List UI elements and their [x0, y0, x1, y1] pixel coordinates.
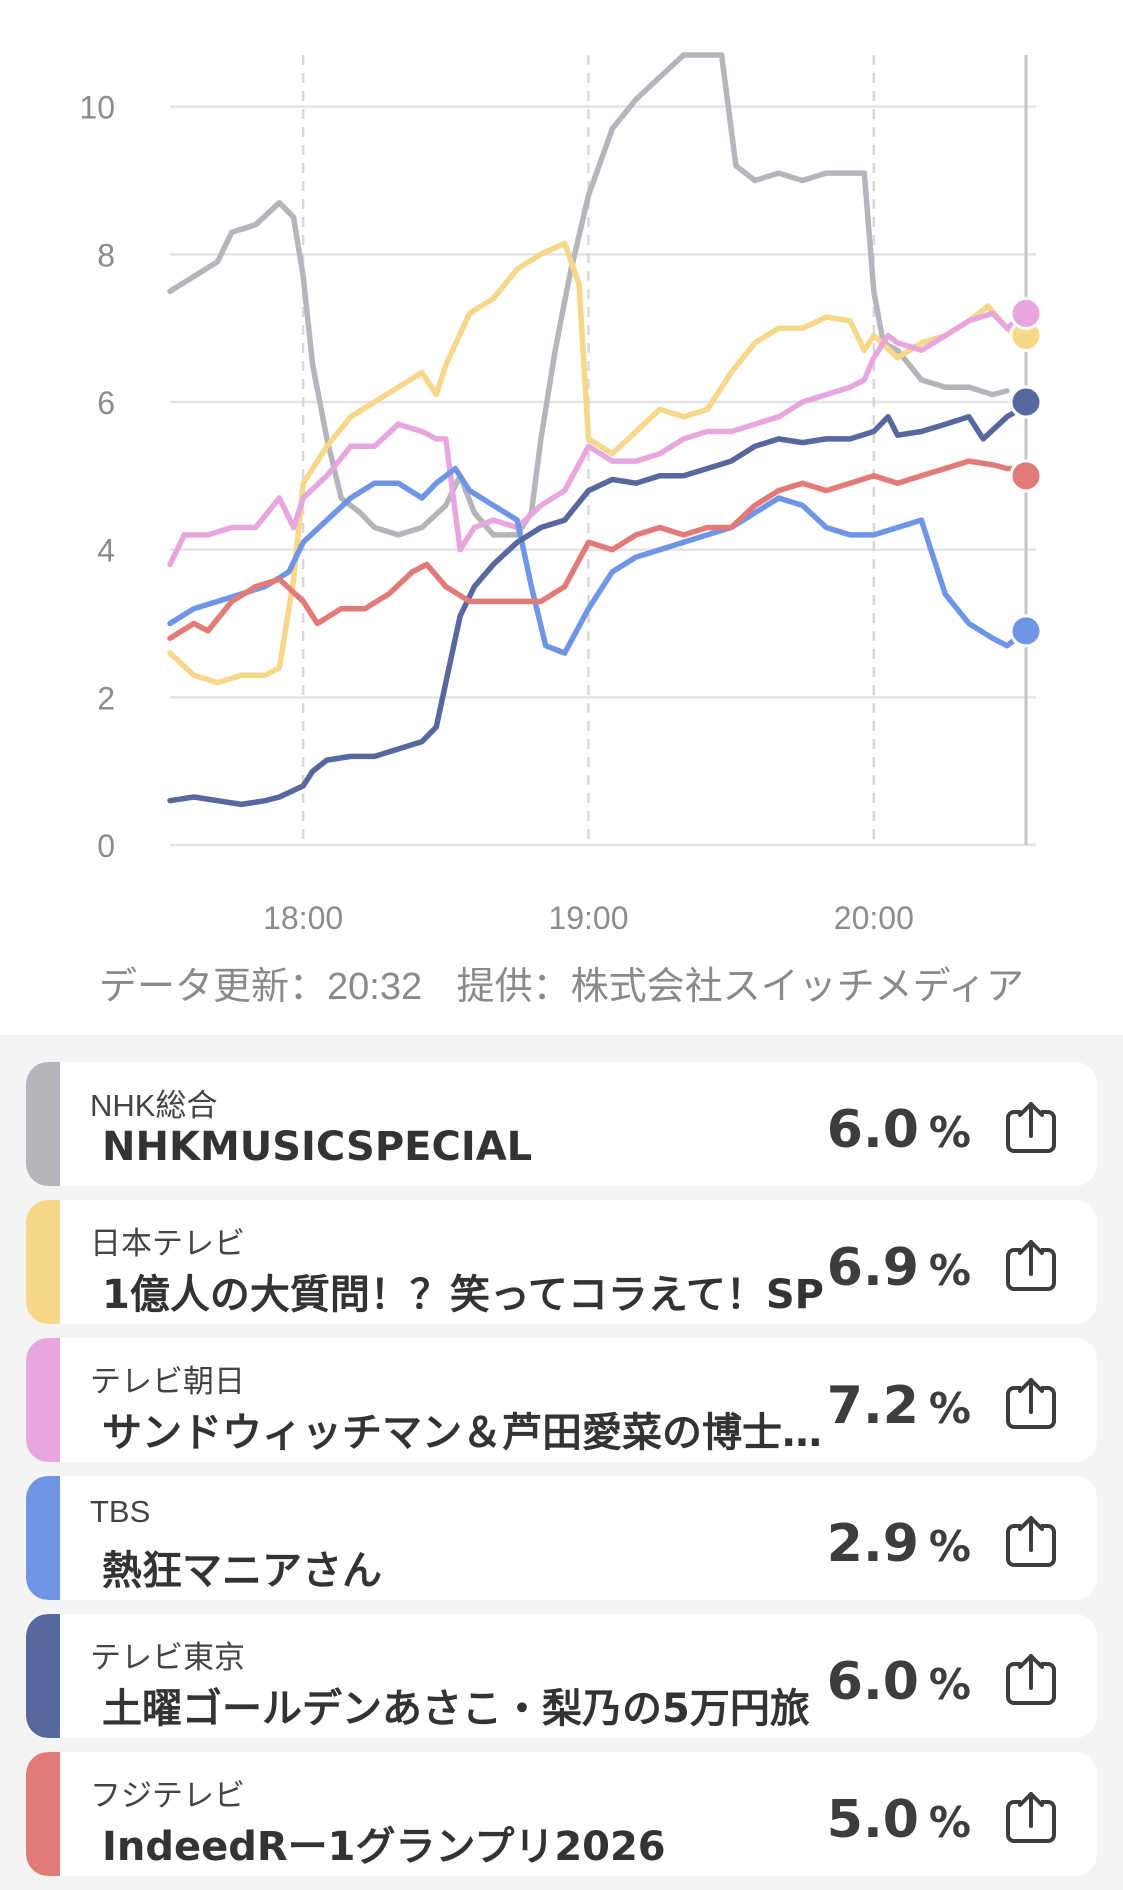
rating-unit: % — [928, 1798, 971, 1847]
series-line — [167, 52, 1010, 538]
share-icon[interactable] — [1003, 1652, 1059, 1708]
y-tick-label: 8 — [97, 237, 115, 273]
series-end-marker — [1009, 385, 1043, 419]
rating-number: 2.9 — [826, 1514, 919, 1574]
share-icon[interactable] — [1003, 1100, 1059, 1156]
program-title: 土曜ゴールデンあさこ・梨乃の5万円旅 — [102, 1686, 810, 1732]
program-card[interactable]: 日本テレビ 1億人の大質問！？笑ってコラえて！SP 6.9% — [26, 1200, 1097, 1324]
rating-number: 6.0 — [826, 1652, 919, 1712]
series-end-marker — [1009, 296, 1043, 330]
rating-unit: % — [928, 1108, 971, 1157]
program-list: NHK総合 NHKMUSICSPECIAL 6.0% 日本テレビ 1億人の大質問！？笑っ… — [26, 1062, 1097, 1890]
share-icon[interactable] — [1003, 1238, 1059, 1294]
channel-color-stripe — [26, 1062, 60, 1186]
program-title: 1億人の大質問！？笑ってコラえて！SP — [102, 1272, 824, 1318]
series-line — [167, 458, 1029, 642]
y-tick-label: 0 — [97, 828, 115, 864]
chart-panel: 0 2 4 6 8 10 18:00 19:00 20:00 データ更新：20:32 提供：株式… — [0, 0, 1123, 1035]
program-card[interactable]: TBS 熱狂マニアさん 2.9% — [26, 1476, 1097, 1600]
channel-color-stripe — [26, 1614, 60, 1738]
channel-color-stripe — [26, 1338, 60, 1462]
y-tick-label: 2 — [97, 680, 115, 716]
series-line — [167, 310, 1029, 568]
station-name: NHK総合 — [90, 1088, 218, 1123]
series-line — [167, 402, 1029, 808]
y-tick-label: 4 — [97, 533, 115, 569]
channel-color-stripe — [26, 1752, 60, 1876]
program-card[interactable]: フジテレビ IndeedRー1グランプリ2026 5.0% — [26, 1752, 1097, 1876]
rating-line-chart: 0 2 4 6 8 10 18:00 19:00 20:00 — [79, 52, 1043, 936]
station-name: テレビ東京 — [90, 1640, 245, 1675]
y-tick-label: 6 — [97, 385, 115, 421]
series-line — [167, 240, 1020, 686]
rating-number: 6.0 — [826, 1100, 919, 1160]
program-title: NHKMUSICSPECIAL — [102, 1124, 533, 1170]
rating-value: 7.2% — [827, 1376, 971, 1436]
data-source-line: データ更新：20:32 提供：株式会社スイッチメディア — [0, 955, 1123, 1010]
rating-value: 6.9% — [827, 1238, 971, 1298]
share-icon[interactable] — [1003, 1514, 1059, 1570]
series-end-marker — [1009, 459, 1043, 493]
rating-value: 2.9% — [827, 1514, 971, 1574]
station-name: テレビ朝日 — [90, 1364, 245, 1399]
x-tick-label: 18:00 — [263, 900, 343, 936]
data-provider: 提供：株式会社スイッチメディア — [456, 966, 1024, 1008]
channel-color-stripe — [26, 1476, 60, 1600]
rating-unit: % — [928, 1660, 971, 1709]
x-tick-label: 20:00 — [834, 900, 914, 936]
share-icon[interactable] — [1003, 1790, 1059, 1846]
y-tick-label: 10 — [79, 90, 115, 126]
share-icon[interactable] — [1003, 1376, 1059, 1432]
program-title: IndeedRー1グランプリ2026 — [102, 1824, 666, 1870]
update-time: データ更新：20:32 — [99, 966, 423, 1008]
program-card[interactable]: テレビ朝日サンドウィッチマン＆芦田愛菜の博士ちゃん 7.2% — [26, 1338, 1097, 1462]
rating-number: 6.9 — [826, 1238, 919, 1298]
series-line — [167, 465, 1029, 656]
rating-value: 6.0% — [827, 1652, 971, 1712]
station-name: フジテレビ — [90, 1778, 245, 1813]
program-title: サンドウィッチマン＆芦田愛菜の博士ちゃん — [102, 1410, 852, 1456]
rating-number: 5.0 — [826, 1790, 919, 1850]
program-title: 熱狂マニアさん — [102, 1548, 382, 1594]
rating-unit: % — [928, 1384, 971, 1433]
channel-color-stripe — [26, 1200, 60, 1324]
rating-value: 5.0% — [827, 1790, 971, 1850]
program-card[interactable]: NHK総合 NHKMUSICSPECIAL 6.0% — [26, 1062, 1097, 1186]
rating-value: 6.0% — [827, 1100, 971, 1160]
rating-unit: % — [928, 1246, 971, 1295]
series-end-marker — [1009, 614, 1043, 648]
program-card[interactable]: テレビ東京土曜ゴールデンあさこ・梨乃の5万円旅 6.0% — [26, 1614, 1097, 1738]
rating-unit: % — [928, 1522, 971, 1571]
rating-number: 7.2 — [826, 1376, 919, 1436]
station-name: 日本テレビ — [90, 1226, 245, 1261]
station-name: TBS — [90, 1494, 151, 1529]
x-tick-label: 19:00 — [548, 900, 628, 936]
